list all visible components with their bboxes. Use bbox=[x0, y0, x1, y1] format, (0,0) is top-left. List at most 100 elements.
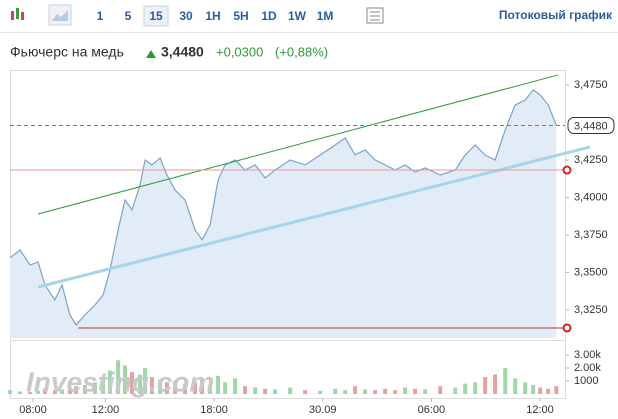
volume-bar bbox=[200, 379, 205, 394]
volume-bar bbox=[158, 379, 163, 394]
x-tick-label: 18:00 bbox=[200, 404, 228, 416]
area-icon[interactable] bbox=[48, 4, 72, 26]
volume-bar bbox=[28, 392, 33, 394]
volume-bar bbox=[216, 375, 221, 394]
volume-tick-label: 1000 bbox=[574, 375, 598, 387]
volume-bar bbox=[363, 389, 368, 394]
y-tick-label: 3,4250 bbox=[574, 154, 608, 166]
volume-bar bbox=[8, 390, 12, 394]
volume-bar bbox=[183, 383, 188, 394]
line-handle bbox=[562, 165, 572, 175]
volume-bar bbox=[253, 387, 258, 394]
candle-icon[interactable] bbox=[11, 8, 24, 20]
watermark: Investing.com bbox=[26, 366, 214, 397]
volume-bar bbox=[116, 360, 121, 394]
interval-button[interactable]: 5 bbox=[125, 9, 132, 23]
interval-button[interactable]: 1H bbox=[205, 9, 220, 23]
volume-bar bbox=[303, 390, 308, 394]
volume-bar bbox=[453, 387, 458, 394]
volume-bar bbox=[173, 381, 178, 394]
volume-bar bbox=[343, 390, 348, 394]
quote-price: 3,4480 bbox=[161, 44, 204, 60]
volume-tick-label: 2.00k bbox=[574, 362, 601, 374]
interval-button[interactable]: 1M bbox=[317, 9, 334, 23]
volume-bar bbox=[164, 382, 169, 394]
volume-bar bbox=[463, 383, 468, 394]
volume-bar bbox=[531, 384, 536, 394]
interval-button[interactable]: 5H bbox=[233, 9, 248, 23]
volume-bar bbox=[208, 384, 213, 394]
quote-change: +0,0300 bbox=[216, 44, 263, 59]
volume-bar bbox=[413, 388, 418, 394]
volume-bar bbox=[143, 368, 148, 394]
volume-bar bbox=[17, 391, 22, 394]
volume-bar bbox=[149, 377, 154, 394]
volume-bar bbox=[263, 388, 268, 394]
quote-change-pct: (+0,88%) bbox=[275, 44, 328, 59]
volume-bar bbox=[233, 378, 238, 394]
trend-line bbox=[37, 74, 559, 215]
volume-bar bbox=[36, 390, 41, 394]
y-tick-label: 3,3250 bbox=[574, 304, 608, 316]
interval-button[interactable]: 15 bbox=[149, 9, 163, 23]
volume-bar bbox=[288, 387, 293, 394]
volume-bar bbox=[67, 387, 72, 394]
volume-bar bbox=[138, 374, 143, 394]
quote-name: Фьючерс на медь bbox=[10, 44, 124, 60]
volume-bar bbox=[74, 386, 79, 394]
selected-box bbox=[143, 5, 169, 27]
volume-bar bbox=[101, 378, 106, 394]
volume-bar bbox=[393, 390, 398, 394]
line-handle bbox=[562, 323, 572, 333]
volume-bar bbox=[82, 384, 87, 394]
last-price-label: 3,4480 bbox=[574, 120, 608, 132]
x-tick-label: 08:00 bbox=[19, 404, 47, 416]
x-tick-label: 06:00 bbox=[418, 404, 446, 416]
volume-bar bbox=[523, 382, 528, 394]
volume-bar bbox=[122, 365, 127, 394]
volume-bar bbox=[193, 382, 198, 394]
y-tick-label: 3,3500 bbox=[574, 266, 608, 278]
up-arrow bbox=[146, 50, 156, 58]
price-area bbox=[10, 89, 557, 339]
last-price-box bbox=[567, 116, 615, 134]
volume-bar bbox=[423, 389, 428, 394]
volume-bar bbox=[59, 389, 64, 394]
interval-button[interactable]: 30 bbox=[179, 9, 193, 23]
volume-bar bbox=[92, 382, 97, 394]
volume-bar bbox=[243, 386, 248, 394]
volume-bar bbox=[107, 370, 112, 394]
volume-bar bbox=[473, 382, 478, 394]
y-tick-label: 3,4000 bbox=[574, 191, 608, 203]
volume-bar bbox=[438, 386, 443, 394]
table-icon[interactable] bbox=[366, 7, 384, 24]
x-tick-label: 30.09 bbox=[309, 404, 337, 416]
volume-bar bbox=[538, 387, 543, 394]
volume-bar bbox=[52, 390, 57, 394]
volume-bar bbox=[493, 374, 498, 394]
volume-bar bbox=[273, 389, 278, 394]
interval-button[interactable]: 1D bbox=[261, 9, 277, 23]
volume-bar bbox=[333, 388, 338, 394]
y-tick-label: 3,3750 bbox=[574, 229, 608, 241]
volume-bar bbox=[483, 377, 488, 394]
y-tick-label: 3,4750 bbox=[574, 79, 608, 91]
volume-bar bbox=[383, 388, 388, 394]
interval-button[interactable]: 1W bbox=[288, 9, 307, 23]
volume-tick-label: 3.00k bbox=[574, 349, 601, 361]
volume-bar bbox=[223, 382, 228, 394]
volume-bar bbox=[503, 368, 508, 394]
volume-bar bbox=[403, 387, 408, 394]
x-tick-label: 12:00 bbox=[92, 404, 120, 416]
interval-button[interactable]: 1 bbox=[97, 9, 104, 23]
volume-bar bbox=[42, 388, 47, 394]
stream-link[interactable]: Потоковый график bbox=[499, 8, 613, 22]
volume-bar bbox=[353, 386, 358, 394]
volume-bar bbox=[373, 390, 378, 394]
volume-bar bbox=[554, 386, 559, 394]
volume-bar bbox=[513, 378, 518, 394]
volume-bar bbox=[318, 390, 323, 394]
x-tick-label: 12:00 bbox=[526, 404, 554, 416]
volume-bar bbox=[130, 371, 135, 394]
